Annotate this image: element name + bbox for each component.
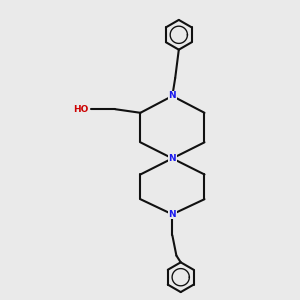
Text: N: N [169, 92, 176, 100]
Text: N: N [169, 210, 176, 219]
Text: N: N [169, 154, 176, 163]
Text: HO: HO [74, 105, 89, 114]
